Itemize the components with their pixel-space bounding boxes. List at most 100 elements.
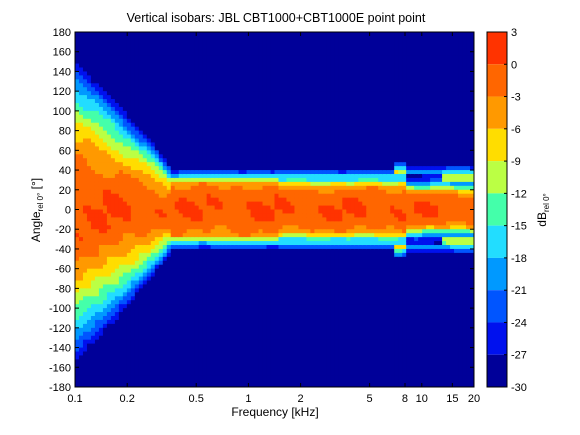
heatmap-cell [218, 197, 224, 203]
heatmap-cell [250, 87, 256, 92]
heatmap-cell [118, 79, 124, 84]
heatmap-cell [130, 335, 136, 341]
heatmap-cell [262, 264, 268, 270]
heatmap-cell [294, 59, 300, 65]
heatmap-cell [258, 359, 264, 364]
heatmap-cell [98, 237, 104, 242]
heatmap-cell [122, 379, 128, 384]
heatmap-cell [174, 319, 180, 325]
heatmap-cell [138, 201, 144, 207]
heatmap-cell [126, 126, 132, 132]
heatmap-cell [82, 288, 88, 293]
heatmap-cell [234, 91, 240, 96]
heatmap-cell [238, 142, 244, 147]
heatmap-cell [286, 343, 292, 349]
heatmap-cell [75, 323, 80, 329]
heatmap-cell [258, 213, 264, 218]
heatmap-cell [262, 252, 268, 258]
heatmap-cell [198, 327, 204, 333]
heatmap-cell [254, 221, 260, 226]
heatmap-cell [242, 185, 248, 191]
heatmap-cell [186, 154, 192, 159]
heatmap-cell [142, 118, 148, 124]
heatmap-cell [186, 106, 192, 112]
heatmap-cell [262, 110, 268, 116]
heatmap-cell [106, 170, 112, 175]
heatmap-cell [262, 103, 268, 108]
heatmap-cell [250, 150, 256, 155]
heatmap-cell [254, 166, 260, 171]
heatmap-cell [75, 103, 80, 108]
heatmap-cell [154, 177, 160, 183]
heatmap-cell [142, 343, 148, 349]
heatmap-cell [118, 181, 124, 187]
heatmap-cell [118, 252, 124, 258]
heatmap-cell [234, 371, 240, 376]
heatmap-cell [98, 106, 104, 112]
heatmap-cell [294, 110, 300, 116]
heatmap-cell [270, 213, 276, 218]
heatmap-cell [102, 248, 108, 254]
heatmap-cell [158, 43, 164, 49]
heatmap-cell [270, 331, 276, 337]
heatmap-cell [286, 268, 292, 274]
heatmap-cell [206, 233, 212, 238]
heatmap-cell [94, 256, 100, 262]
heatmap-cell [270, 205, 276, 211]
heatmap-cell [286, 245, 292, 250]
heatmap-cell [150, 296, 156, 301]
heatmap-cell [190, 158, 196, 163]
heatmap-cell [246, 217, 252, 222]
heatmap-cell [290, 63, 296, 69]
heatmap-cell [274, 256, 280, 262]
heatmap-cell [130, 134, 136, 140]
heatmap-cell [290, 319, 296, 325]
heatmap-cell [134, 63, 140, 69]
heatmap-cell [230, 134, 236, 140]
heatmap-cell [122, 51, 128, 57]
heatmap-cell [182, 181, 188, 187]
heatmap-cell [182, 177, 188, 183]
heatmap-cell [94, 371, 100, 376]
heatmap-cell [222, 201, 228, 207]
heatmap-cell [294, 181, 300, 187]
heatmap-cell [178, 106, 184, 112]
heatmap-cell [150, 185, 156, 191]
heatmap-cell [286, 213, 292, 218]
heatmap-cell [102, 51, 108, 57]
heatmap-cell [86, 359, 92, 364]
heatmap-cell [166, 177, 172, 183]
heatmap-cell [166, 91, 172, 96]
heatmap-cell [186, 205, 192, 211]
heatmap-cell [242, 95, 248, 100]
heatmap-cell [210, 181, 216, 187]
heatmap-cell [150, 154, 156, 159]
heatmap-cell [166, 256, 172, 262]
heatmap-cell [75, 383, 80, 387]
heatmap-cell [246, 248, 252, 254]
heatmap-cell [270, 339, 276, 345]
heatmap-cell [102, 217, 108, 222]
heatmap-cell [258, 371, 264, 376]
heatmap-cell [138, 174, 144, 179]
heatmap-cell [98, 367, 104, 372]
heatmap-cell [186, 225, 192, 230]
heatmap-cell [182, 103, 188, 108]
heatmap-cell [274, 75, 280, 80]
heatmap-cell [102, 47, 108, 53]
heatmap-cell [134, 47, 140, 53]
heatmap-cell [122, 375, 128, 380]
heatmap-cell [134, 284, 140, 289]
heatmap-cell [270, 103, 276, 108]
heatmap-cell [278, 166, 284, 171]
heatmap-cell [106, 221, 112, 226]
heatmap-cell [286, 138, 292, 144]
heatmap-cell [282, 166, 288, 171]
heatmap-cell [230, 189, 236, 195]
heatmap-cell [170, 185, 176, 191]
heatmap-cell [98, 126, 104, 132]
heatmap-cell [126, 252, 132, 258]
heatmap-cell [170, 371, 176, 376]
heatmap-cell [118, 150, 124, 155]
heatmap-cell [230, 363, 236, 368]
